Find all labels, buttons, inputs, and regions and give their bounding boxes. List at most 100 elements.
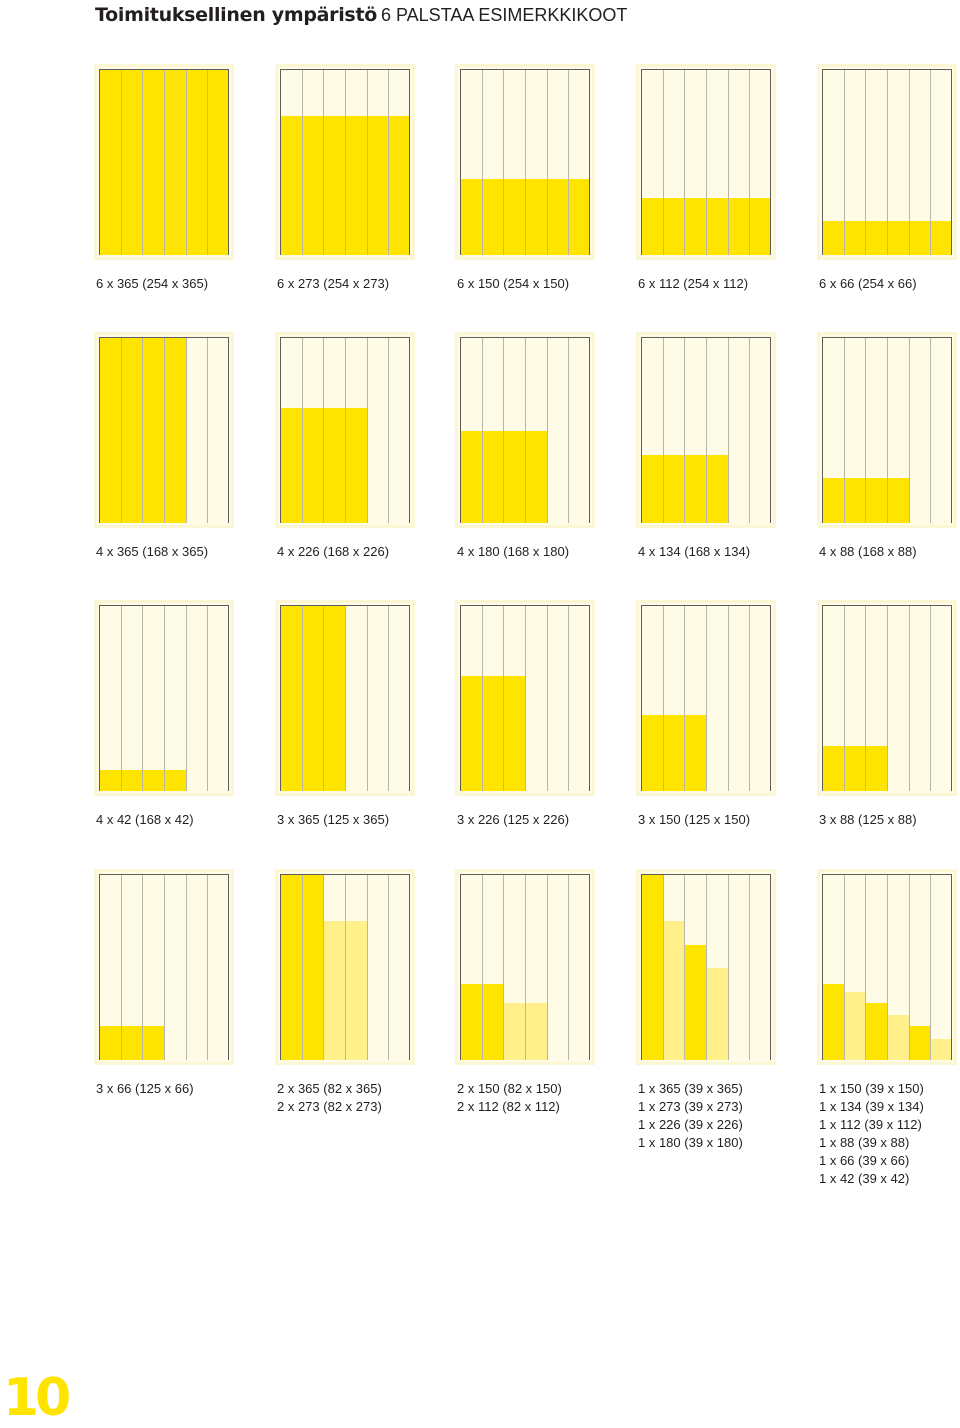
column-area	[460, 605, 590, 791]
column-divider	[547, 337, 548, 523]
column-divider	[503, 69, 504, 255]
ad-block	[323, 921, 367, 1060]
column-divider	[706, 874, 707, 1060]
column-area	[280, 337, 410, 523]
ad-block	[684, 945, 706, 1060]
page-border	[822, 605, 823, 791]
column-area	[460, 874, 590, 1060]
size-caption: 1 x 365 (39 x 365) 1 x 273 (39 x 273) 1 x …	[638, 1080, 808, 1152]
column-divider	[525, 337, 526, 523]
column-divider	[323, 337, 324, 523]
column-divider	[547, 69, 548, 255]
column-area	[822, 69, 952, 255]
column-divider	[844, 69, 845, 255]
column-divider	[367, 874, 368, 1060]
page-border	[822, 69, 823, 255]
ad-block	[908, 1026, 931, 1060]
size-caption: 4 x 42 (168 x 42)	[96, 811, 266, 829]
page-border	[460, 337, 461, 523]
column-divider	[887, 874, 888, 1060]
caption-line: 1 x 42 (39 x 42)	[819, 1171, 910, 1186]
column-area	[641, 605, 771, 791]
column-divider	[367, 69, 368, 255]
column-divider	[388, 69, 389, 255]
caption-line: 6 x 150 (254 x 150)	[457, 276, 570, 291]
column-divider	[728, 874, 729, 1060]
caption-line: 6 x 112 (254 x 112)	[638, 276, 749, 291]
column-area	[641, 337, 771, 523]
page-border	[589, 605, 590, 791]
column-divider	[482, 874, 483, 1060]
column-divider	[186, 605, 187, 791]
column-area	[822, 874, 952, 1060]
column-divider	[388, 337, 389, 523]
column-divider	[388, 874, 389, 1060]
page-thumbnail	[458, 67, 592, 257]
caption-line: 1 x 88 (39 x 88)	[819, 1135, 910, 1150]
caption-line: 1 x 134 (39 x 134)	[819, 1099, 924, 1114]
column-divider	[844, 605, 845, 791]
caption-line: 1 x 150 (39 x 150)	[819, 1081, 924, 1096]
column-divider	[706, 605, 707, 791]
size-caption: 1 x 150 (39 x 150) 1 x 134 (39 x 134) 1 x …	[819, 1080, 960, 1188]
column-divider	[844, 337, 845, 523]
column-divider	[207, 874, 208, 1060]
column-divider	[164, 69, 165, 255]
column-divider	[302, 874, 303, 1060]
size-caption: 2 x 365 (82 x 365) 2 x 273 (82 x 273)	[277, 1080, 447, 1116]
ad-block	[822, 984, 844, 1060]
caption-line: 3 x 66 (125 x 66)	[96, 1081, 194, 1096]
ad-block	[99, 1026, 164, 1060]
page-border	[822, 69, 952, 70]
column-divider	[186, 69, 187, 255]
column-divider	[749, 337, 750, 523]
column-divider	[525, 874, 526, 1060]
column-divider	[930, 605, 931, 791]
caption-line: 1 x 66 (39 x 66)	[819, 1153, 910, 1168]
column-divider	[749, 69, 750, 255]
caption-line: 3 x 226 (125 x 226)	[457, 812, 570, 827]
page-border	[280, 69, 410, 70]
column-divider	[663, 337, 664, 523]
column-divider	[887, 605, 888, 791]
column-divider	[482, 69, 483, 255]
column-area	[280, 874, 410, 1060]
column-divider	[865, 69, 866, 255]
column-divider	[503, 337, 504, 523]
column-divider	[525, 69, 526, 255]
page-border	[280, 69, 281, 255]
column-divider	[121, 605, 122, 791]
column-divider	[503, 874, 504, 1060]
page-border	[641, 605, 642, 791]
column-area	[822, 337, 952, 523]
page-thumbnail	[458, 872, 592, 1062]
column-divider	[142, 605, 143, 791]
column-divider	[547, 605, 548, 791]
page-border	[460, 337, 590, 338]
page-thumbnail	[639, 603, 773, 793]
column-divider	[663, 605, 664, 791]
caption-line: 2 x 273 (82 x 273)	[277, 1099, 382, 1114]
page-border	[822, 337, 952, 338]
column-divider	[207, 605, 208, 791]
column-area	[822, 605, 952, 791]
column-divider	[663, 874, 664, 1060]
page-number: 10	[3, 1368, 71, 1428]
column-area	[641, 69, 771, 255]
size-caption: 3 x 226 (125 x 226)	[457, 811, 627, 829]
caption-line: 4 x 134 (168 x 134)	[638, 544, 751, 559]
column-divider	[121, 337, 122, 523]
page-border	[589, 337, 590, 523]
page-thumbnail	[278, 872, 412, 1062]
page-thumbnail	[278, 603, 412, 793]
caption-line: 3 x 150 (125 x 150)	[638, 812, 751, 827]
caption-line: 4 x 42 (168 x 42)	[96, 812, 194, 827]
caption-line: 6 x 66 (254 x 66)	[819, 276, 917, 291]
column-divider	[568, 605, 569, 791]
column-divider	[164, 874, 165, 1060]
column-divider	[323, 69, 324, 255]
ad-block	[503, 1003, 547, 1060]
caption-line: 3 x 365 (125 x 365)	[277, 812, 390, 827]
page-border	[822, 605, 952, 606]
page-thumbnail	[97, 872, 231, 1062]
